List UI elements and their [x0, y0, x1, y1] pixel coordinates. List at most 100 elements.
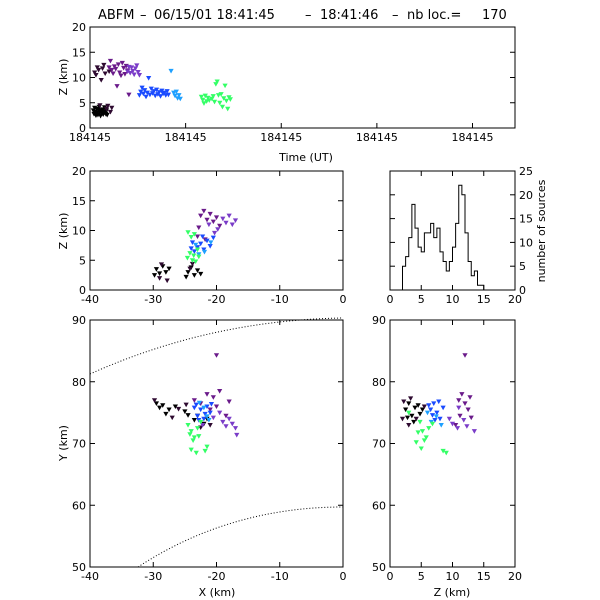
histogram-xtick-label: 20 [508, 293, 522, 306]
xz-ytick-label: 5 [79, 254, 86, 267]
zy-source-point [413, 440, 419, 445]
xy-source-point [229, 421, 235, 427]
xz-source-point [204, 217, 210, 223]
zy-source-point [404, 415, 411, 421]
time-height-source-point [99, 66, 106, 72]
xz-source-point [166, 266, 172, 272]
zy-source-point [440, 448, 446, 454]
time-height-source-point [161, 90, 168, 96]
xy-source-point [204, 414, 210, 419]
zy-source-point [421, 438, 427, 444]
xy-ytick-label: 60 [72, 499, 86, 512]
time-height-source-point [227, 97, 233, 102]
xy-source-point [175, 406, 182, 412]
zy-xtick-label: 20 [508, 570, 522, 583]
xy-xtick-label: -20 [208, 570, 226, 583]
time-height-source-point [104, 112, 110, 118]
xy-source-point [194, 413, 201, 419]
figure-title-count-value: 170 [482, 8, 507, 23]
xz-source-point [188, 235, 194, 240]
time-height-source-point [153, 87, 160, 93]
zy-ytick-label: 50 [372, 561, 386, 574]
time-height-xtick-label: 184145 [69, 131, 111, 144]
xz-source-point [217, 223, 223, 229]
xy-source-point [213, 353, 220, 358]
time-height-source-point [219, 104, 226, 110]
zy-xtick-label: 5 [418, 570, 425, 583]
time-height-source-point [152, 93, 158, 99]
zy-source-point [429, 421, 436, 427]
title-dash-1: – [140, 8, 147, 23]
time-height-source-point [225, 106, 231, 112]
xy-ytick-label: 50 [72, 561, 86, 574]
xz-source-point [184, 255, 191, 261]
time-height-source-point [109, 105, 115, 111]
zy-source-point [468, 415, 474, 421]
time-height-source-point [106, 65, 112, 70]
xy-source-point [198, 407, 204, 413]
xy-source-point [220, 419, 226, 425]
time-height-source-point [217, 100, 223, 106]
time-height-source-point [176, 93, 182, 98]
time-height-source-point [113, 66, 119, 72]
zy-xtick-label: 15 [477, 570, 491, 583]
time-height-source-point [118, 73, 124, 79]
zy-source-point [456, 405, 462, 411]
xy-source-point [204, 444, 210, 450]
xy-source-point [204, 392, 210, 397]
time-height-source-point [172, 93, 178, 99]
xy-source-point [182, 409, 188, 414]
time-height-source-point [136, 72, 143, 78]
xy-source-point [196, 400, 203, 406]
xy-source-point [188, 429, 194, 434]
time-height-source-point [101, 62, 107, 68]
xz-xtick-label: -30 [144, 293, 162, 306]
xy-source-point [234, 432, 240, 438]
xz-source-point [153, 267, 160, 272]
zy-source-point [471, 429, 477, 434]
xz-source-point [189, 240, 196, 245]
zy-source-point [418, 446, 424, 452]
xz-source-point [232, 218, 239, 223]
zy-source-point [432, 418, 438, 423]
zy-source-point [421, 404, 427, 410]
title-dash-3: – [392, 8, 399, 23]
xy-ytick-label: 80 [72, 376, 86, 389]
xz-source-point [213, 215, 220, 221]
time-height-source-point [159, 88, 165, 94]
time-height-source-point [102, 71, 108, 77]
xy-source-point [196, 434, 202, 439]
time-height-source-point [97, 103, 103, 108]
time-height-source-point [105, 103, 111, 109]
xz-source-point [210, 235, 216, 241]
time-height-source-point [134, 63, 140, 68]
zy-source-point [446, 416, 452, 422]
xz-xtick-label: -10 [271, 293, 289, 306]
time-height-source-point [98, 78, 104, 83]
xy-source-point [201, 416, 207, 422]
time-height-source-point [164, 89, 170, 94]
zy-source-point [419, 429, 426, 434]
xy-source-point [187, 432, 193, 437]
zy-source-point [419, 407, 426, 413]
histogram-xtick-label: 10 [446, 293, 460, 306]
xy-source-point [202, 448, 208, 454]
xz-source-point [210, 219, 216, 225]
time-height-panel [89, 26, 516, 129]
zy-source-point [426, 403, 432, 408]
xy-source-point [169, 415, 175, 421]
time-height-source-point [157, 94, 164, 99]
zy-source-point [423, 435, 429, 440]
time-height-ytick-label: 15 [72, 46, 86, 59]
time-height-source-point [168, 68, 174, 74]
xz-source-point [164, 278, 170, 284]
xz-source-point [198, 241, 204, 247]
xz-source-point [201, 208, 207, 214]
xz-source-point [226, 213, 232, 219]
zy-source-point [399, 416, 406, 422]
xy-source-point [207, 422, 213, 428]
time-height-source-point [147, 92, 153, 98]
xy-source-point [201, 405, 207, 411]
xy-source-point [204, 404, 210, 410]
time-height-source-point [156, 90, 162, 95]
